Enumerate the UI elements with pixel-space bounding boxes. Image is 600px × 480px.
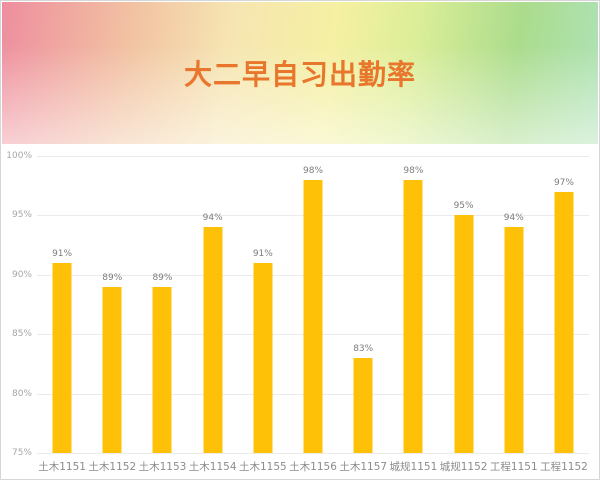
bar-value-label: 91% xyxy=(252,248,273,259)
x-axis-labels: 土木1151 土木1152 土木1153 土木1154 土木1155 土木1156 土木11… xyxy=(37,459,589,474)
x-axis-tick-label: 城规1151 xyxy=(389,461,438,473)
bar-cell: 97% xyxy=(539,156,589,453)
bar xyxy=(102,286,122,453)
y-axis-tick-label: 85% xyxy=(11,329,32,340)
bar-value-label: 94% xyxy=(503,213,524,224)
bar xyxy=(403,179,423,453)
bar xyxy=(303,179,323,453)
x-axis-tick-label: 工程1151 xyxy=(489,461,538,473)
y-axis-tick-label: 100% xyxy=(6,151,32,161)
bar-value-label: 97% xyxy=(553,177,574,188)
bar-cell: 95% xyxy=(439,156,489,453)
bars-layer: 91% 89% 89% 94% 91% 98% 83% 98% 95% 94% 97% xyxy=(37,156,589,453)
bar-value-label: 98% xyxy=(303,165,324,176)
bar xyxy=(504,227,524,453)
x-axis-tick-label: 土木1156 xyxy=(289,461,337,473)
gridline xyxy=(37,453,589,454)
bar-cell: 98% xyxy=(388,156,438,453)
bar-value-label: 95% xyxy=(453,201,474,212)
y-axis-tick-label: 75% xyxy=(11,448,32,458)
bar-cell: 91% xyxy=(238,156,288,453)
header-banner: 大二早自习出勤率 xyxy=(2,2,598,144)
attendance-bar-chart: 100% 95% 90% 85% 80% 75% 91% 89% 89% 94% 91% 98% 83%… xyxy=(1,146,599,479)
bar-value-label: 89% xyxy=(152,272,173,283)
bar-cell: 89% xyxy=(87,156,137,453)
bar-value-label: 98% xyxy=(403,165,424,176)
bar-value-label: 94% xyxy=(202,213,223,224)
bar-cell: 89% xyxy=(137,156,187,453)
chart-title: 大二早自习出勤率 xyxy=(183,58,416,91)
bar xyxy=(353,357,373,453)
plot-area: 100% 95% 90% 85% 80% 75% 91% 89% 89% 94% 91% 98% 83%… xyxy=(6,151,589,458)
bar-value-label: 83% xyxy=(353,343,374,354)
bar-value-label: 91% xyxy=(52,248,73,259)
x-axis-tick-label: 城规1152 xyxy=(439,461,488,473)
bar xyxy=(203,227,223,453)
bar-cell: 98% xyxy=(288,156,338,453)
y-axis-tick-label: 90% xyxy=(11,269,32,280)
x-axis-tick-label: 土木1151 xyxy=(38,461,86,473)
bar-cell: 91% xyxy=(37,156,87,453)
bar xyxy=(152,286,172,453)
bar-value-label: 89% xyxy=(102,272,123,283)
x-axis-tick-label: 土木1153 xyxy=(138,461,187,473)
gridline xyxy=(37,156,589,157)
x-axis-tick-label: 土木1155 xyxy=(238,461,287,473)
bar xyxy=(454,215,474,453)
x-axis-tick-label: 土木1157 xyxy=(339,461,388,473)
bar xyxy=(554,191,574,453)
bar-cell: 83% xyxy=(338,156,388,453)
bar-cell: 94% xyxy=(489,156,539,453)
y-axis-tick-label: 80% xyxy=(11,388,32,399)
bar xyxy=(52,262,72,453)
x-axis-tick-label: 工程1152 xyxy=(540,461,588,473)
x-axis-tick-label: 土木1154 xyxy=(188,461,237,473)
y-axis-tick-label: 95% xyxy=(11,210,32,221)
bar xyxy=(253,262,273,453)
bar-cell: 94% xyxy=(188,156,238,453)
x-axis-tick-label: 土木1152 xyxy=(88,461,137,473)
